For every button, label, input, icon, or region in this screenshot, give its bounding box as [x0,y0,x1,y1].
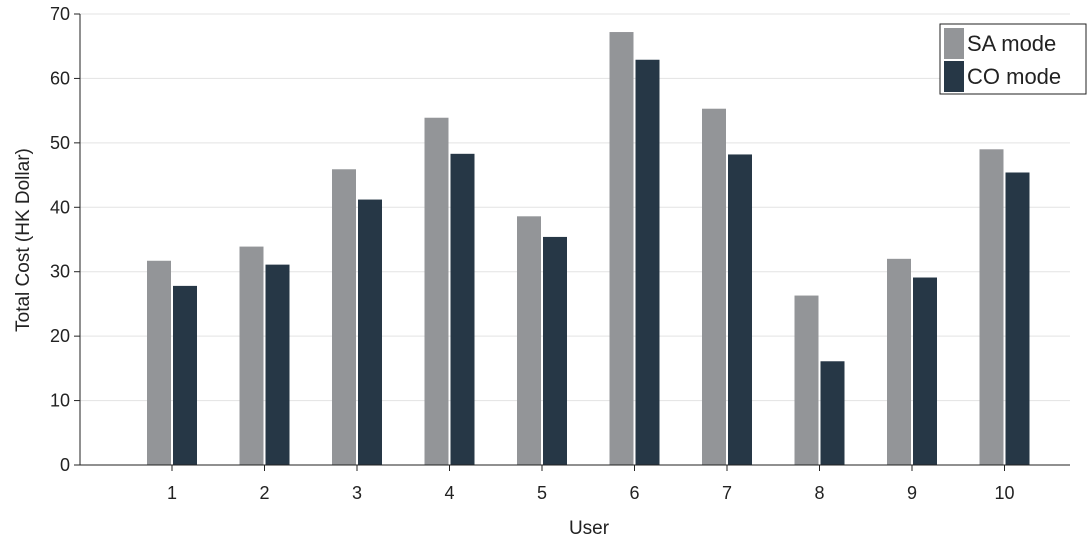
x-tick-label: 8 [814,483,824,503]
y-tick-label: 20 [50,326,70,346]
y-axis-label: Total Cost (HK Dollar) [13,148,34,332]
bar-sa-mode-user-7 [702,108,726,466]
x-tick-label: 10 [994,483,1014,503]
bar-co-mode-user-2 [265,264,290,465]
bar-sa-mode-user-10 [979,149,1004,466]
bar-sa-mode-user-1 [147,260,171,465]
legend-label-sa-mode: SA mode [967,31,1056,56]
x-tick-label: 2 [259,483,269,503]
y-tick-label: 50 [50,133,70,153]
legend-swatch-co-mode [944,61,964,92]
y-tick-label: 30 [50,262,70,282]
x-tick-label: 9 [907,483,917,503]
bar-co-mode-user-5 [543,236,567,465]
y-tick-label: 0 [60,455,70,475]
x-tick-label: 7 [722,483,732,503]
x-tick-label: 6 [629,483,639,503]
x-tick-label: 3 [352,483,362,503]
x-tick-label: 1 [167,483,177,503]
bar-co-mode-user-7 [728,154,752,465]
x-ticks: 1 2 3 4 5 6 7 8 9 10 [167,465,1015,503]
axes [79,14,1070,466]
bar-co-mode-user-9 [913,277,937,465]
bar-sa-mode-user-3 [332,169,356,465]
x-tick-label: 4 [444,483,454,503]
bar-co-mode-user-10 [1005,172,1030,465]
bar-sa-mode-user-2 [239,246,264,465]
bar-co-mode-user-1 [173,285,197,465]
y-tick-label: 40 [50,197,70,217]
bar-sa-mode-user-5 [517,216,541,465]
bar-sa-mode-user-8 [794,295,819,465]
bar-sa-mode-user-4 [424,117,449,465]
x-tick-label: 5 [537,483,547,503]
y-tick-label: 70 [50,4,70,24]
bar-sa-mode-user-6 [609,32,634,465]
bar-co-mode-user-6 [635,59,660,465]
legend-box [939,23,1087,95]
bars [147,32,1030,466]
y-ticks: 0 10 20 30 40 50 60 70 [50,4,80,475]
bar-co-mode-user-3 [358,199,382,465]
x-axis-label: User [569,518,610,539]
bar-sa-mode-user-9 [887,258,911,465]
legend: SA mode CO mode [939,23,1087,95]
y-tick-label: 60 [50,68,70,88]
y-tick-label: 10 [50,391,70,411]
bar-co-mode-user-8 [820,361,845,465]
legend-label-co-mode: CO mode [967,64,1061,89]
legend-swatch-sa-mode [944,28,964,59]
bar-co-mode-user-4 [450,153,475,465]
